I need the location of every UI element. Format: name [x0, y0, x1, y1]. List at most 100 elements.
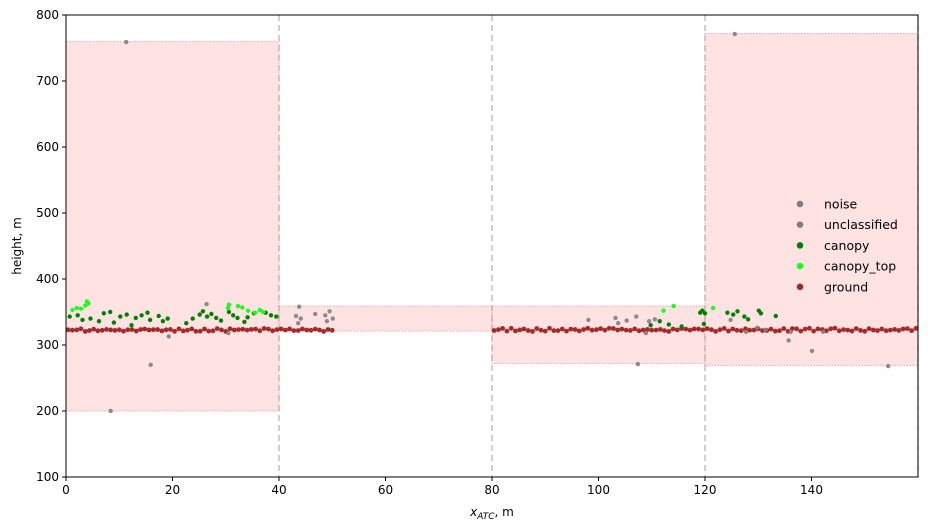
canopy_top-point — [83, 303, 88, 308]
ground-point — [845, 327, 851, 333]
legend-label-canopy: canopy — [824, 238, 870, 253]
ground-point — [768, 326, 774, 332]
canopy-point — [88, 316, 93, 321]
ground-point — [576, 328, 582, 334]
ground-point — [645, 327, 650, 332]
ground-point — [734, 327, 740, 333]
x-tick-label: 0 — [62, 483, 70, 497]
ground-point — [709, 327, 714, 333]
ground-point — [662, 328, 667, 333]
unclassified-point — [624, 318, 629, 323]
ground-point — [214, 326, 220, 331]
noise-point — [635, 361, 641, 367]
ground-point — [691, 326, 697, 332]
ground-point — [794, 326, 799, 332]
ground-point — [491, 328, 497, 333]
window-layer — [65, 32, 919, 412]
ground-point — [244, 327, 250, 333]
unclassified-point — [634, 314, 639, 319]
canopy-point — [124, 312, 129, 317]
canopy-point — [129, 323, 134, 328]
ground-point — [858, 328, 863, 333]
canopy_top-point — [226, 302, 232, 307]
x-axis-label: xATC, m — [469, 505, 514, 522]
y-tick-label: 600 — [36, 140, 59, 154]
x-tick-label: 60 — [378, 483, 393, 497]
ground-point — [534, 326, 540, 331]
ground-point — [504, 328, 510, 334]
noise-point — [166, 334, 171, 339]
canopy-point — [204, 314, 210, 319]
ground-point — [95, 328, 101, 334]
canopy-point — [735, 309, 740, 314]
ground-point — [640, 327, 646, 333]
ground-point — [730, 326, 736, 332]
ground-point — [295, 328, 301, 333]
x-axis: 0 20 40 60 80 100 120 140 — [62, 477, 823, 497]
canopy-point — [75, 313, 80, 318]
unclassified-point — [763, 327, 768, 332]
ground-point — [185, 327, 190, 333]
canopy-point — [165, 316, 170, 321]
ground-point — [193, 328, 199, 334]
ground-point — [636, 328, 642, 334]
legend-marker-noise — [796, 200, 804, 208]
window-region-2 — [278, 305, 493, 332]
canopy-point — [242, 319, 247, 325]
ground-point — [125, 327, 131, 333]
ground-point — [772, 328, 778, 334]
canopy-point — [731, 312, 736, 317]
canopy-point — [226, 309, 232, 315]
ground-point — [202, 326, 207, 332]
ground-point — [611, 326, 616, 331]
ground-point — [325, 327, 331, 332]
ground-point — [853, 326, 859, 331]
ground-point — [65, 327, 71, 333]
canopy-point — [666, 322, 671, 327]
ground-point — [317, 327, 322, 333]
ground-point — [283, 327, 288, 333]
unclassified-point — [296, 321, 301, 326]
y-tick-label: 200 — [36, 404, 59, 418]
ground-point — [112, 328, 118, 333]
canopy-point — [725, 310, 730, 315]
ground-point — [78, 326, 84, 332]
ground-point — [74, 327, 80, 333]
ground-point — [615, 327, 621, 333]
ground-point — [887, 327, 893, 333]
ground-point — [870, 327, 876, 333]
ground-point — [913, 326, 919, 331]
ground-point — [751, 327, 757, 333]
ground-point — [598, 326, 603, 331]
ground-point — [240, 326, 246, 332]
legend-marker-canopy_top — [796, 262, 804, 270]
ground-point — [721, 326, 727, 331]
ground-point — [781, 326, 787, 331]
ground-point — [329, 327, 335, 333]
ground-point — [896, 328, 902, 333]
ground-point — [500, 326, 505, 331]
ground-point — [602, 327, 608, 333]
ground-point — [849, 328, 855, 334]
unclassified-point — [324, 319, 330, 324]
ground-point — [70, 327, 75, 333]
ground-point — [253, 326, 258, 332]
ground-point — [555, 328, 561, 333]
canopy-point — [184, 321, 189, 326]
canopy-point — [742, 314, 747, 319]
ground-point — [308, 327, 314, 333]
ground-point — [696, 326, 701, 332]
canopy-point — [235, 315, 240, 321]
canopy_top-point — [84, 299, 90, 304]
legend-marker-ground — [796, 283, 804, 291]
ground-point — [146, 327, 152, 333]
ground-point — [670, 326, 676, 332]
legend-label-ground: ground — [824, 279, 868, 294]
canopy-point — [80, 317, 85, 323]
canopy-point — [701, 321, 707, 327]
canopy-point — [139, 313, 144, 318]
ground-point — [594, 327, 599, 333]
y-tick-label: 500 — [36, 206, 59, 220]
ground-point — [905, 326, 910, 331]
